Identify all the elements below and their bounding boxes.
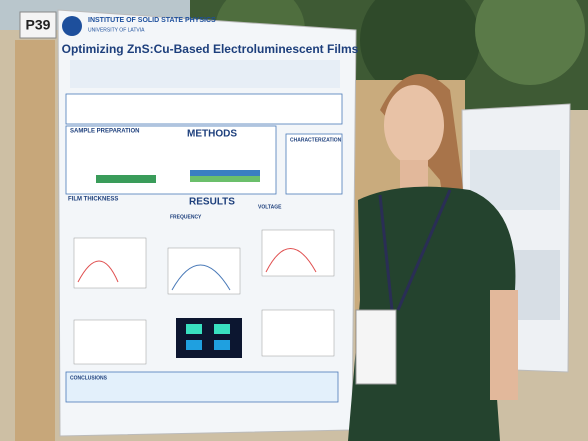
poster-title: Optimizing ZnS:Cu-Based Electroluminesce… [62,42,359,56]
sample-glow [214,324,230,334]
characterization-box [285,133,343,195]
sample-glow [214,340,230,350]
sample-glow [186,340,202,350]
board-edge [15,40,55,441]
plot-curve [77,260,119,283]
plot-thumbnail [167,247,241,295]
section-heading: RESULTS [189,197,235,208]
board-label-box [19,11,57,39]
section-heading: FREQUENCY [170,214,202,220]
lanyard [378,189,452,311]
section-heading: SAMPLE PREPARATION [70,129,139,135]
plot-curve [171,264,231,291]
plot-thumbnail [261,309,335,357]
section-heading: VOLTAGE [258,204,282,210]
diagram-layer [190,170,260,176]
plot-curve [265,248,317,273]
institute-logo [62,16,82,36]
section-heading: METHODS [187,129,237,140]
methods-box [65,125,277,195]
university-name: UNIVERSITY OF LATVIA [88,27,145,33]
diagram-layer [96,175,156,183]
institute-name: INSTITUTE OF SOLID STATE PHYSICS [88,17,216,24]
name-badge [355,309,397,385]
sample-photo [176,318,242,358]
sample-glow [186,324,202,334]
section-heading: CHARACTERIZATION [290,137,342,143]
abstract-box [65,93,343,125]
arm [490,290,518,400]
conclusions-box [65,371,339,403]
plot-thumbnail [73,319,147,365]
section-heading: FILM THICKNESS [68,197,118,203]
board-label: P39 [26,17,51,33]
section-heading: CONCLUSIONS [70,375,108,381]
neck [400,160,428,190]
foliage [360,0,480,100]
authors-block [70,60,340,88]
foliage [475,0,585,85]
diagram-layer [190,176,260,182]
plot-thumbnail [261,229,335,277]
plot-thumbnail [73,237,147,289]
face [384,85,444,165]
